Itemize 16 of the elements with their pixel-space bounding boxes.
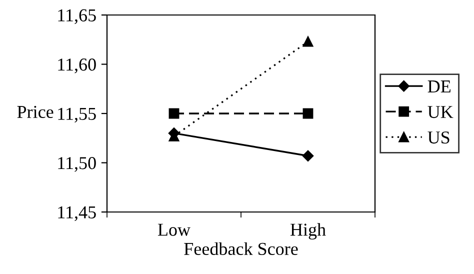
point bbox=[302, 108, 314, 119]
y-tick-label: 11,50 bbox=[58, 157, 96, 172]
x-axis-title: Feedback Score bbox=[184, 242, 298, 256]
y-axis-title: Price bbox=[17, 106, 54, 118]
point bbox=[168, 108, 180, 119]
x-tick-label: High bbox=[290, 223, 326, 240]
legend-label: DE bbox=[428, 80, 450, 92]
point bbox=[302, 150, 314, 162]
point bbox=[302, 36, 314, 47]
y-tick-label: 11,45 bbox=[58, 206, 96, 222]
legend-label: UK bbox=[428, 106, 454, 118]
y-tick-label: 11,60 bbox=[58, 58, 96, 74]
x-tick-label: Low bbox=[158, 224, 190, 236]
legend-label: US bbox=[428, 131, 450, 144]
y-tick-label: 11,65 bbox=[58, 9, 96, 24]
y-tick-label: 11,55 bbox=[58, 108, 96, 123]
